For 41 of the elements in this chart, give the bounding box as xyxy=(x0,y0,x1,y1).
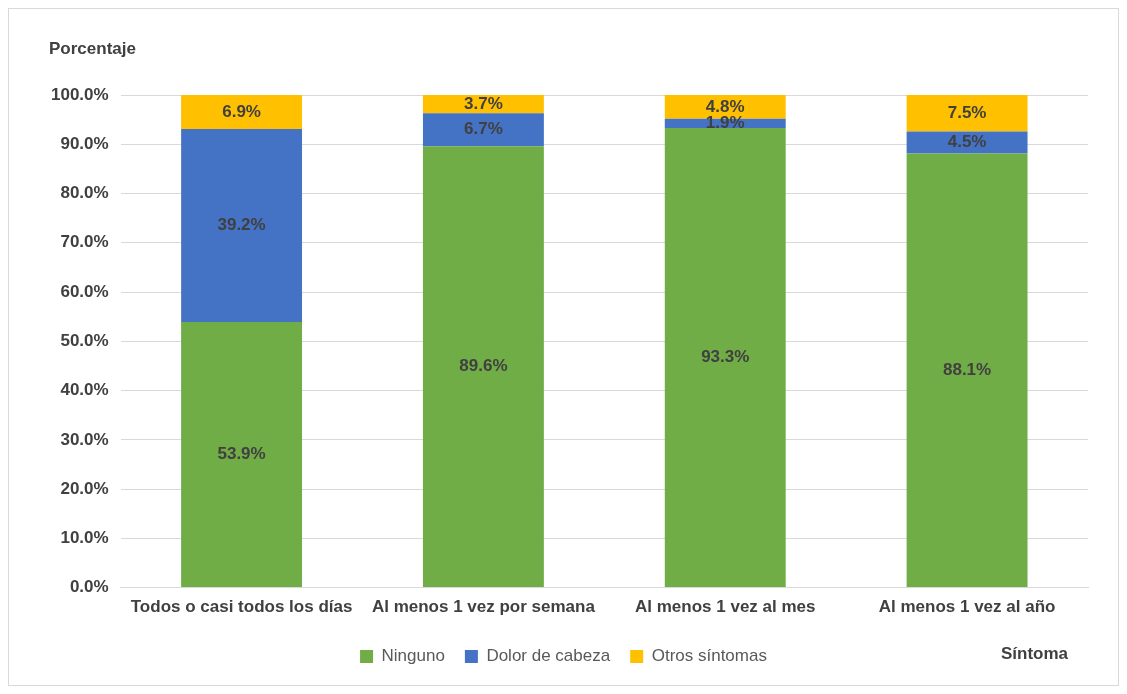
bar xyxy=(906,95,1028,132)
bar xyxy=(422,113,544,147)
y-tick-label: 10.0% xyxy=(60,528,109,548)
data-label: 6.9% xyxy=(222,101,261,121)
data-label: 1.9% xyxy=(705,113,745,133)
bar xyxy=(664,128,786,588)
x-tick-label: Al menos 1 vez al mes xyxy=(635,597,816,617)
data-label: 39.2% xyxy=(217,215,266,235)
legend-label: Otros síntomas xyxy=(651,646,767,666)
y-tick-label: 50.0% xyxy=(60,330,109,350)
x-tick-label: Al menos 1 vez por semana xyxy=(371,597,596,617)
y-tick-label: 100.0% xyxy=(50,84,109,104)
legend-label: Ninguno xyxy=(381,646,445,666)
y-tick-label: 30.0% xyxy=(60,429,109,449)
y-tick-label: 70.0% xyxy=(60,232,109,252)
bar xyxy=(181,322,303,588)
y-tick-label: 40.0% xyxy=(60,380,109,400)
bar xyxy=(906,153,1028,588)
y-tick-label: 60.0% xyxy=(60,281,109,301)
data-label: 7.5% xyxy=(947,102,987,122)
data-label: 4.8% xyxy=(705,96,745,116)
y-axis-title: Porcentaje xyxy=(49,38,136,58)
y-tick-label: 90.0% xyxy=(60,133,109,153)
data-label: 93.3% xyxy=(701,347,750,367)
data-label: 3.7% xyxy=(464,93,503,113)
data-label: 4.5% xyxy=(947,132,987,152)
bar xyxy=(181,128,303,323)
legend-label: Dolor de cabeza xyxy=(486,646,611,666)
x-axis-title: Síntoma xyxy=(1000,643,1069,663)
data-label: 6.7% xyxy=(464,119,503,139)
data-label: 53.9% xyxy=(217,444,266,464)
bar xyxy=(181,95,303,129)
y-tick-label: 80.0% xyxy=(60,183,109,203)
x-tick-label: Al menos 1 vez al año xyxy=(878,597,1056,617)
bar xyxy=(422,146,544,588)
y-tick-label: 0.0% xyxy=(69,577,109,597)
bar xyxy=(906,131,1028,154)
x-tick-label: Todos o casi todos los días xyxy=(130,597,353,617)
data-label: 89.6% xyxy=(459,356,508,376)
y-tick-label: 20.0% xyxy=(60,478,109,498)
data-label: 88.1% xyxy=(942,360,992,380)
